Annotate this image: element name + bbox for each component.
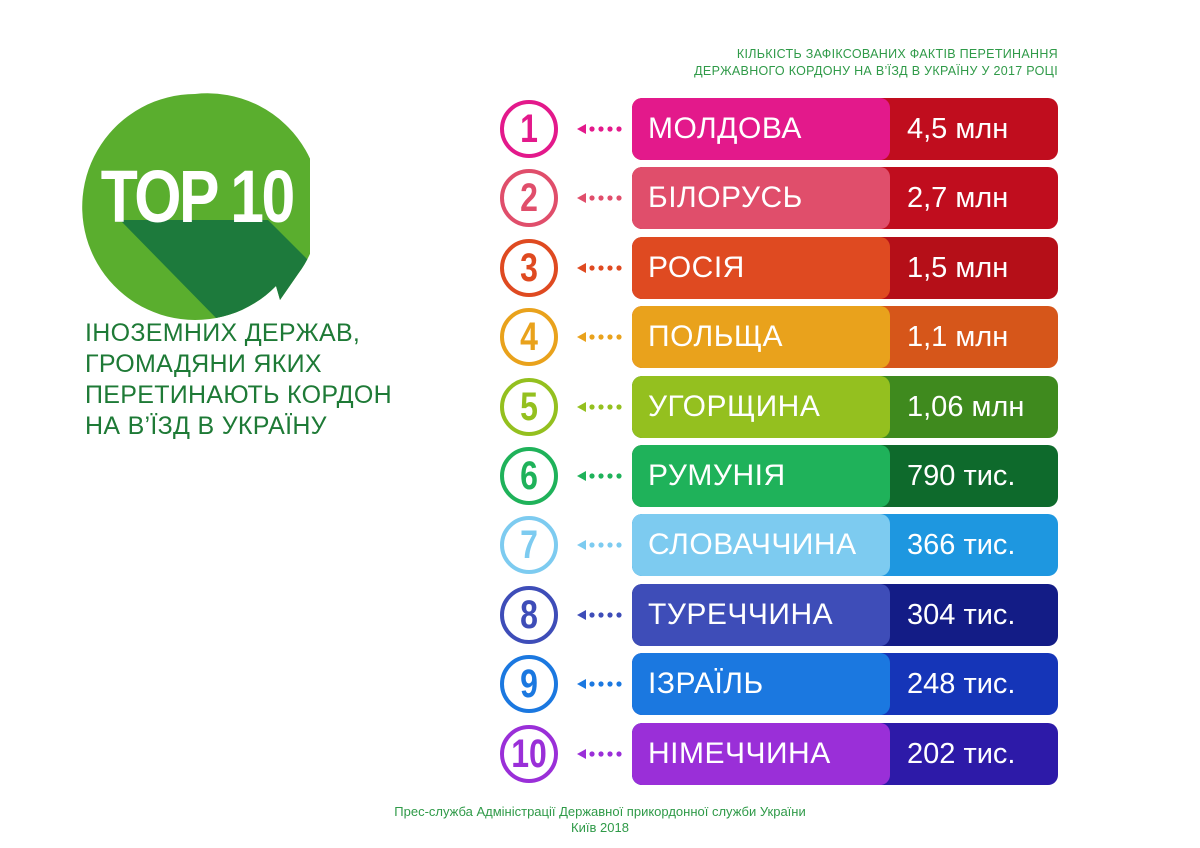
country-name: РУМУНІЯ — [632, 445, 890, 507]
country-bar: ІЗРАЇЛЬ 248 тис. — [632, 653, 1058, 715]
country-name: ІЗРАЇЛЬ — [632, 653, 890, 715]
rank-circle: 2 — [500, 169, 558, 227]
rank-circle: 7 — [500, 516, 558, 574]
dotted-arrow-icon — [577, 332, 622, 342]
entry-count: 4,5 млн — [907, 112, 1009, 145]
country-bar: СЛОВАЧЧИНА 366 тис. — [632, 514, 1058, 576]
rank-circle: 8 — [500, 586, 558, 644]
country-name: ТУРЕЧЧИНА — [632, 584, 890, 646]
dotted-arrow-icon — [577, 471, 622, 481]
subtitle-line: ГРОМАДЯНИ ЯКИХ — [85, 350, 322, 378]
footer-city-year: Київ 2018 — [571, 820, 629, 835]
entry-count: 2,7 млн — [907, 181, 1009, 214]
subtitle-line: ІНОЗЕМНИХ ДЕРЖАВ, — [85, 319, 361, 347]
rank-circle: 3 — [500, 239, 558, 297]
country-name: ПОЛЬЩА — [632, 306, 890, 368]
country-name: УГОРЩИНА — [632, 376, 890, 438]
rank-circle: 9 — [500, 655, 558, 713]
ranking-row: 5 УГОРЩИНА 1,06 млн — [500, 376, 1060, 438]
ranking-row: 1 МОЛДОВА 4,5 млн — [500, 98, 1060, 160]
dotted-arrow-icon — [577, 749, 622, 759]
rank-number: 3 — [520, 245, 538, 290]
entry-count: 366 тис. — [907, 528, 1016, 561]
header-line: КІЛЬКІСТЬ ЗАФІКСОВАНИХ ФАКТІВ ПЕРЕТИНАНН… — [736, 47, 1058, 61]
country-bar: УГОРЩИНА 1,06 млн — [632, 376, 1058, 438]
rank-circle: 5 — [500, 378, 558, 436]
header-line: ДЕРЖАВНОГО КОРДОНУ НА В’ЇЗД В УКРАЇНУ У … — [694, 64, 1058, 78]
chart-header: КІЛЬКІСТЬ ЗАФІКСОВАНИХ ФАКТІВ ПЕРЕТИНАНН… — [694, 46, 1058, 80]
country-name: СЛОВАЧЧИНА — [632, 514, 890, 576]
country-name: НІМЕЧЧИНА — [632, 723, 890, 785]
dotted-arrow-icon — [577, 540, 622, 550]
entry-count: 202 тис. — [907, 737, 1016, 770]
rank-circle: 4 — [500, 308, 558, 366]
dotted-arrow-icon — [577, 402, 622, 412]
rank-number: 9 — [520, 661, 538, 706]
rank-number: 2 — [520, 175, 538, 220]
country-bar: МОЛДОВА 4,5 млн — [632, 98, 1058, 160]
badge-title: TOP 10 — [100, 155, 296, 238]
country-bar: РУМУНІЯ 790 тис. — [632, 445, 1058, 507]
rank-number: 10 — [511, 731, 547, 776]
entry-count: 1,1 млн — [907, 320, 1009, 353]
country-name: БІЛОРУСЬ — [632, 167, 890, 229]
country-bar: БІЛОРУСЬ 2,7 млн — [632, 167, 1058, 229]
country-bar: РОСІЯ 1,5 млн — [632, 237, 1058, 299]
rank-number: 8 — [520, 592, 538, 637]
subtitle: ІНОЗЕМНИХ ДЕРЖАВ, ГРОМАДЯНИ ЯКИХ ПЕРЕТИН… — [85, 318, 415, 442]
country-bar: ТУРЕЧЧИНА 304 тис. — [632, 584, 1058, 646]
dotted-arrow-icon — [577, 193, 622, 203]
entry-count: 304 тис. — [907, 598, 1016, 631]
dotted-arrow-icon — [577, 679, 622, 689]
rank-circle: 10 — [500, 725, 558, 783]
footer-credit: Прес-служба Адміністрації Державної прик… — [394, 804, 806, 819]
ranking-row: 8 ТУРЕЧЧИНА 304 тис. — [500, 584, 1060, 646]
rank-circle: 1 — [500, 100, 558, 158]
country-name: РОСІЯ — [632, 237, 890, 299]
speech-bubble-icon — [82, 93, 310, 320]
rank-number: 5 — [520, 384, 538, 429]
ranking-row: 10 НІМЕЧЧИНА 202 тис. — [500, 723, 1060, 785]
rank-number: 4 — [520, 314, 538, 359]
subtitle-line: НА В’ЇЗД В УКРАЇНУ — [85, 412, 327, 440]
entry-count: 790 тис. — [907, 459, 1016, 492]
ranking-row: 3 РОСІЯ 1,5 млн — [500, 237, 1060, 299]
dotted-arrow-icon — [577, 263, 622, 273]
ranking-row: 2 БІЛОРУСЬ 2,7 млн — [500, 167, 1060, 229]
entry-count: 248 тис. — [907, 667, 1016, 700]
country-bar: НІМЕЧЧИНА 202 тис. — [632, 723, 1058, 785]
ranking-row: 9 ІЗРАЇЛЬ 248 тис. — [500, 653, 1060, 715]
dotted-arrow-icon — [577, 610, 622, 620]
entry-count: 1,06 млн — [907, 390, 1025, 423]
footer: Прес-служба Адміністрації Державної прик… — [0, 804, 1200, 836]
ranking-row: 4 ПОЛЬЩА 1,1 млн — [500, 306, 1060, 368]
ranking-row: 6 РУМУНІЯ 790 тис. — [500, 445, 1060, 507]
dotted-arrow-icon — [577, 124, 622, 134]
top10-badge: TOP 10 — [80, 92, 310, 322]
subtitle-line: ПЕРЕТИНАЮТЬ КОРДОН — [85, 381, 392, 409]
rank-number: 6 — [520, 453, 538, 498]
rank-circle: 6 — [500, 447, 558, 505]
entry-count: 1,5 млн — [907, 251, 1009, 284]
ranking-row: 7 СЛОВАЧЧИНА 366 тис. — [500, 514, 1060, 576]
country-bar: ПОЛЬЩА 1,1 млн — [632, 306, 1058, 368]
rank-number: 1 — [520, 106, 538, 151]
country-name: МОЛДОВА — [632, 98, 890, 160]
rank-number: 7 — [520, 522, 538, 567]
